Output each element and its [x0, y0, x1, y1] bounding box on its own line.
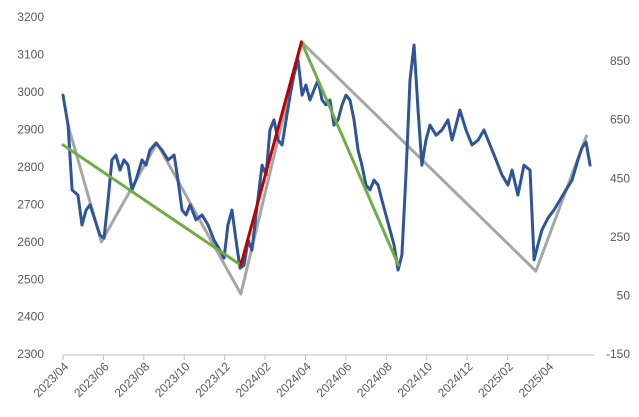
x-tick-label: 2023/12: [192, 359, 233, 400]
x-tick-label: 2024/12: [435, 359, 476, 400]
y2-tick-label: 450: [610, 171, 630, 185]
series-line: [61, 143, 243, 267]
y-tick-label: 2800: [17, 160, 44, 174]
x-tick-label: 2023/06: [71, 359, 112, 400]
y-tick-label: 2300: [17, 347, 44, 361]
series-line: [239, 40, 303, 267]
x-tick-label: 2023/10: [152, 359, 193, 400]
y2-tick-label: -150: [606, 347, 630, 361]
series-line: [299, 40, 400, 267]
y-tick-label: 3000: [17, 85, 44, 99]
y-tick-label: 2400: [17, 310, 44, 324]
y-tick-label: 3100: [17, 48, 44, 62]
y2-tick-label: 650: [610, 113, 630, 127]
x-tick-label: 2024/02: [233, 359, 274, 400]
x-tick-label: 2025/04: [516, 359, 557, 400]
y-tick-label: 2700: [17, 197, 44, 211]
y-tick-label: 2900: [17, 123, 44, 137]
x-tick-label: 2023/08: [112, 359, 153, 400]
series-line: [66, 40, 588, 296]
x-tick-label: 2024/10: [395, 359, 436, 400]
x-tick-label: 2023/04: [31, 359, 72, 400]
y-tick-label: 2600: [17, 235, 44, 249]
y2-tick-label: 250: [610, 230, 630, 244]
x-tick-label: 2024/08: [354, 359, 395, 400]
series-line: [61, 43, 592, 272]
x-tick-label: 2024/06: [314, 359, 355, 400]
y-tick-label: 3200: [17, 10, 44, 24]
y2-tick-label: 50: [617, 289, 631, 303]
x-tick-label: 2024/04: [273, 359, 314, 400]
x-tick-label: 2025/02: [475, 359, 516, 400]
y-tick-label: 2500: [17, 272, 44, 286]
y2-tick-label: 850: [610, 54, 630, 68]
